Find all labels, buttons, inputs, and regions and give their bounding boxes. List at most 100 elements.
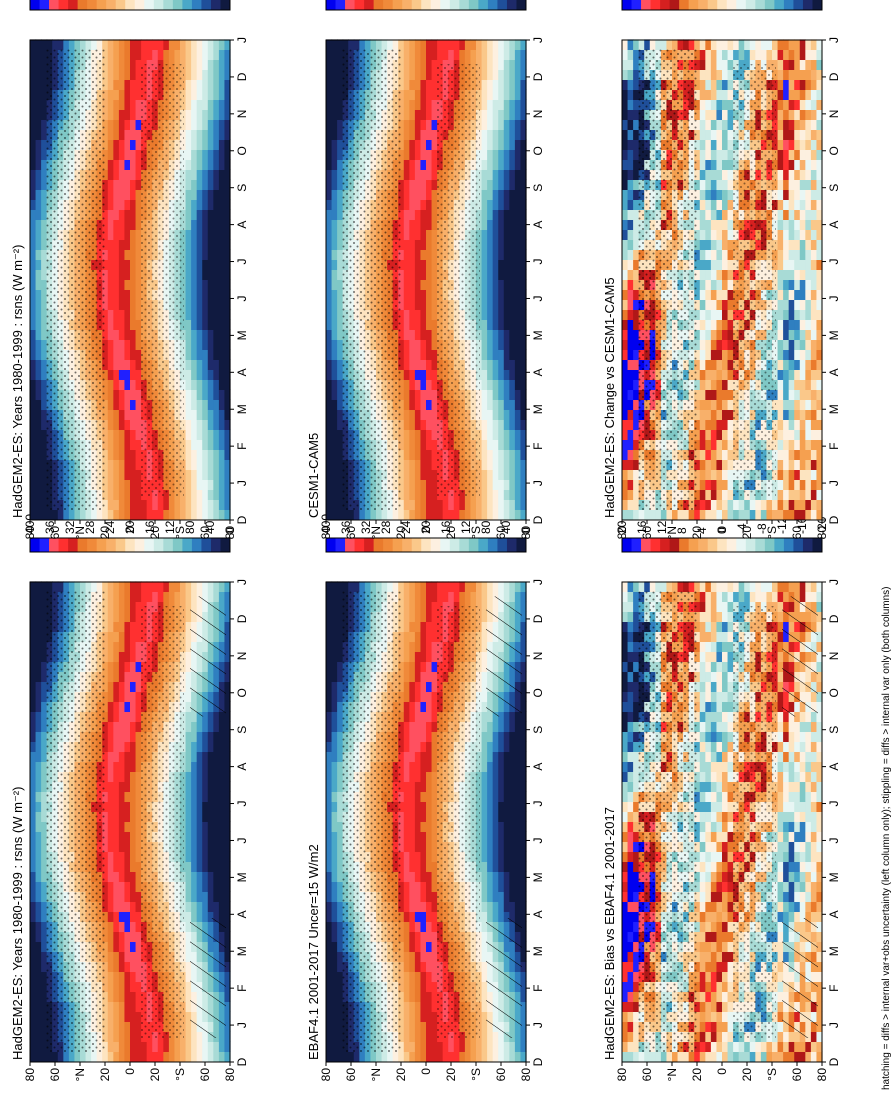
- heatmap-cell: [224, 479, 231, 490]
- heatmap-cell: [30, 39, 37, 50]
- heatmap-cell: [30, 971, 37, 982]
- panel-hadgem-climatology-right: HadGEM2-ES: Years 1980-1999 : rsns (W m⁻…: [10, 0, 249, 539]
- heatmap-cell: [498, 871, 505, 882]
- heatmap-cell: [30, 651, 37, 662]
- heatmap-cell: [124, 469, 131, 480]
- heatmap-cell: [74, 509, 81, 520]
- heatmap-cell: [35, 389, 42, 400]
- heatmap-cell: [113, 299, 120, 310]
- heatmap-cell: [196, 489, 203, 500]
- heatmap-cell: [113, 751, 120, 762]
- heatmap-cell: [331, 871, 338, 882]
- heatmap-cell: [196, 771, 203, 782]
- heatmap-cell: [218, 801, 226, 812]
- heatmap-cell: [213, 209, 220, 220]
- x-tick-label: M: [235, 872, 249, 882]
- heatmap-cell: [135, 39, 142, 50]
- heatmap-cell: [107, 89, 114, 100]
- heatmap-cell: [41, 219, 48, 230]
- colorbar-swatch: [220, 538, 231, 552]
- heatmap-cell: [492, 781, 499, 792]
- heatmap-cell: [185, 771, 192, 782]
- heatmap-cell: [130, 641, 137, 652]
- heatmap-cell: [414, 701, 422, 712]
- heatmap-cell: [191, 741, 198, 752]
- heatmap-cell: [130, 169, 137, 180]
- heatmap-cell: [30, 189, 37, 200]
- heatmap-cell: [113, 109, 120, 120]
- heatmap-cell: [168, 1051, 176, 1062]
- heatmap-cell: [130, 1011, 137, 1022]
- heatmap-cell: [191, 811, 198, 822]
- heatmap-cell: [30, 591, 37, 602]
- heatmap-cell: [218, 299, 226, 310]
- heatmap-cell: [426, 771, 433, 782]
- heatmap-cell: [41, 891, 48, 902]
- heatmap-cell: [35, 289, 42, 300]
- heatmap-cell: [130, 79, 137, 90]
- heatmap-cell: [124, 189, 131, 200]
- heatmap-cell: [35, 449, 42, 460]
- heatmap-cell: [124, 731, 131, 742]
- heatmap-cell: [202, 359, 209, 370]
- heatmap-cell: [107, 129, 114, 140]
- heatmap-cell: [185, 831, 192, 842]
- heatmap-cell: [196, 119, 203, 130]
- heatmap-cell: [191, 359, 198, 370]
- heatmap-cell: [185, 189, 192, 200]
- heatmap-cell: [498, 751, 505, 762]
- y-tick-label: 20: [148, 1068, 162, 1082]
- heatmap-cell: [420, 901, 427, 912]
- heatmap-cell: [185, 309, 192, 320]
- heatmap-cell: [218, 901, 226, 912]
- heatmap-cell: [196, 1041, 203, 1052]
- heatmap-cell: [414, 901, 422, 912]
- heatmap-cell: [331, 961, 338, 972]
- heatmap-cell: [326, 1051, 333, 1062]
- heatmap-cell: [207, 169, 214, 180]
- colorbar-swatch: [172, 538, 183, 552]
- heatmap-cell: [196, 581, 203, 592]
- heatmap-cell: [503, 1051, 510, 1062]
- heatmap-cell: [202, 821, 209, 832]
- heatmap-cell: [35, 239, 42, 250]
- heatmap-cell: [487, 751, 494, 762]
- heatmap-cell: [207, 329, 214, 340]
- heatmap-cell: [196, 139, 203, 150]
- heatmap-cell: [213, 329, 220, 340]
- heatmap-cell: [409, 871, 416, 882]
- heatmap-cell: [118, 831, 126, 842]
- heatmap-cell: [326, 761, 333, 772]
- heatmap-cell: [409, 981, 416, 992]
- heatmap-cell: [498, 861, 505, 872]
- heatmap-cell: [498, 851, 505, 862]
- colorbar-swatch: [87, 538, 98, 552]
- heatmap-cell: [492, 791, 499, 802]
- heatmap-cell: [224, 359, 231, 370]
- heatmap-cell: [224, 891, 231, 902]
- heatmap-cell: [409, 681, 416, 692]
- heatmap-cell: [41, 349, 48, 360]
- heatmap-cell: [113, 439, 120, 450]
- heatmap-cell: [124, 59, 131, 70]
- heatmap-cell: [118, 479, 126, 490]
- heatmap-cell: [426, 1051, 433, 1062]
- heatmap-cell: [403, 701, 410, 712]
- heatmap-cell: [41, 429, 48, 440]
- heatmap-cell: [113, 329, 120, 340]
- heatmap-cell: [141, 39, 148, 50]
- heatmap-cell: [130, 901, 137, 912]
- heatmap-cell: [409, 861, 416, 872]
- heatmap-cell: [124, 741, 131, 752]
- heatmap-cell: [41, 711, 48, 722]
- heatmap-cell: [185, 79, 192, 90]
- heatmap-cell: [224, 469, 231, 480]
- heatmap-cell: [185, 399, 192, 410]
- heatmap-cell: [403, 851, 410, 862]
- heatmap-cell: [218, 751, 226, 762]
- heatmap-cell: [124, 881, 131, 892]
- heatmap-cell: [107, 109, 114, 120]
- heatmap-cell: [118, 841, 126, 852]
- heatmap-cell: [185, 881, 192, 892]
